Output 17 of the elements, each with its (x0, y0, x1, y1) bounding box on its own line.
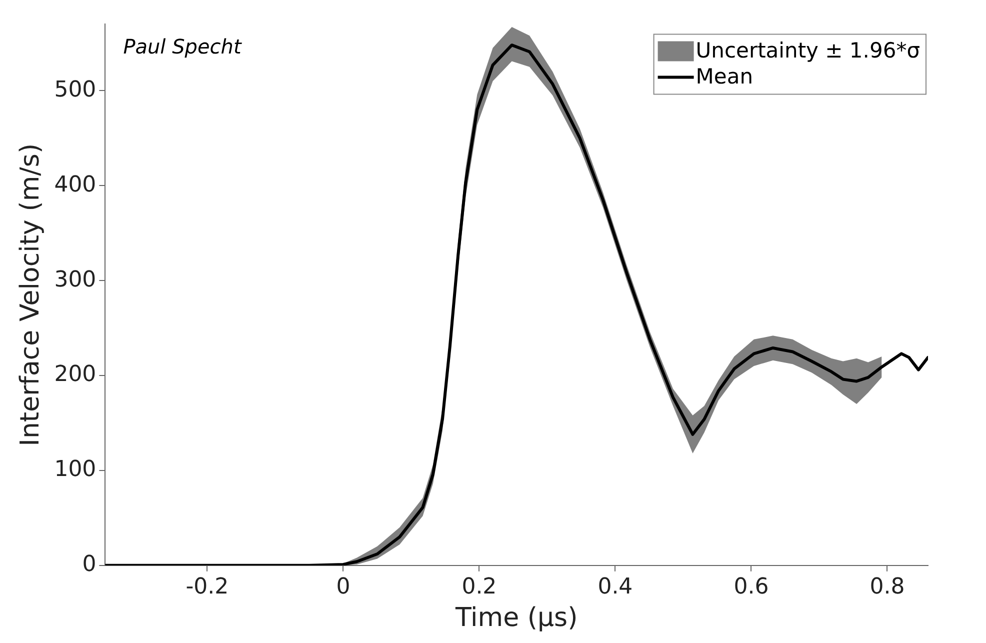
x-tick-label: 0.6 (734, 574, 769, 600)
x-tick-label: 0.4 (598, 574, 633, 600)
y-tick-label: 0 (82, 552, 96, 578)
y-axis-title: Interface Velocity (m/s) (15, 143, 46, 446)
legend-label: Mean (696, 64, 754, 89)
x-tick-label: -0.2 (186, 574, 229, 600)
y-tick-label: 300 (54, 267, 96, 292)
x-tick-label: 0.2 (462, 574, 497, 600)
x-axis-title: Time (μs) (454, 603, 578, 634)
annotation: Uncertainty ± 1.96*σ (696, 38, 920, 63)
y-tick-label: 200 (54, 362, 96, 388)
y-tick-label: 100 (54, 457, 96, 482)
y-tick-label: 500 (54, 77, 96, 102)
y-tick-label: 400 (54, 172, 96, 198)
annotation: Paul Specht (123, 34, 242, 58)
x-tick-label: 0 (336, 574, 350, 600)
x-tick-label: 0.8 (870, 574, 905, 600)
